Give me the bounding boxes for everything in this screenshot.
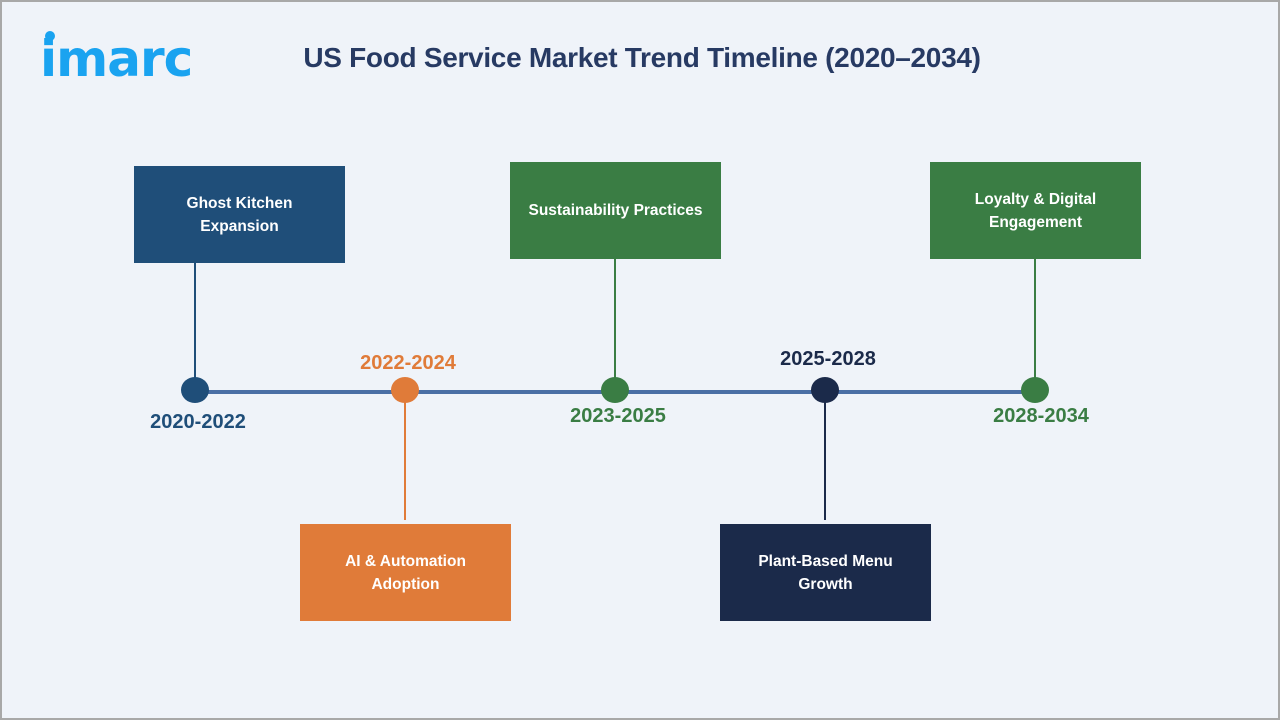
connector-line: [194, 263, 196, 390]
trend-box-ghost-kitchen: Ghost Kitchen Expansion: [134, 166, 345, 263]
connector-line: [1034, 259, 1036, 390]
logo-dot-icon: [45, 31, 55, 41]
trend-box-plant-based: Plant-Based Menu Growth: [720, 524, 931, 621]
trend-box-ai-automation: AI & Automation Adoption: [300, 524, 511, 621]
period-label: 2023-2025: [570, 405, 666, 427]
trend-label: AI & Automation Adoption: [345, 552, 466, 593]
connector-line: [614, 259, 616, 390]
trend-box-loyalty-digital: Loyalty & Digital Engagement: [930, 162, 1141, 259]
period-label: 2028-2034: [993, 405, 1089, 427]
trend-label: Plant-Based Menu Growth: [758, 552, 893, 593]
connector-line: [824, 392, 826, 520]
logo-text: imarc: [40, 30, 193, 88]
period-label: 2025-2028: [780, 348, 876, 370]
timeline-node-2023-2025: [601, 377, 629, 403]
imarc-logo: imarc: [22, 16, 212, 88]
connector-line: [404, 392, 406, 520]
timeline-node-2028-2034: [1021, 377, 1049, 403]
period-label: 2020-2022: [150, 411, 246, 433]
trend-box-sustainability: Sustainability Practices: [510, 162, 721, 259]
trend-label: Sustainability Practices: [528, 202, 703, 219]
period-label: 2022-2024: [360, 352, 456, 374]
trend-label: Loyalty & Digital Engagement: [974, 190, 1097, 231]
trend-label: Ghost Kitchen Expansion: [186, 194, 293, 235]
page-title: US Food Service Market Trend Timeline (2…: [303, 42, 981, 73]
timeline-node-2020-2022: [181, 377, 209, 403]
